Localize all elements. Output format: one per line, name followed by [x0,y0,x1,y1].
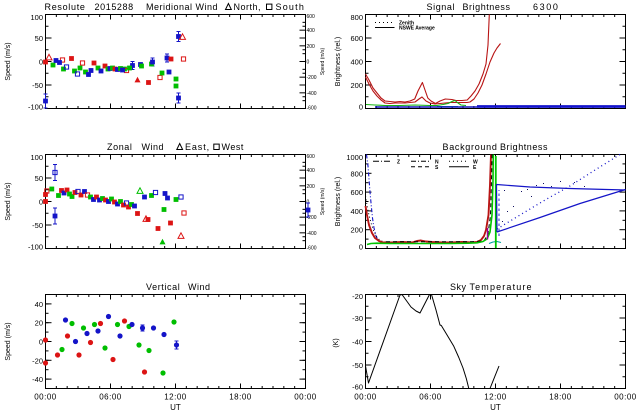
svg-text:50: 50 [35,174,43,183]
svg-text:-40: -40 [32,375,43,384]
svg-text:Zonal: Zonal [107,142,133,152]
svg-text:Sky: Sky [450,282,467,292]
svg-text:20: 20 [35,319,43,328]
svg-text:-400: -400 [307,231,317,237]
svg-text:100: 100 [30,153,43,162]
svg-text:-20: -20 [352,292,363,301]
svg-text:1000: 1000 [346,153,363,162]
svg-text:12:00: 12:00 [484,393,507,402]
svg-text:800: 800 [350,13,363,22]
svg-text:06:00: 06:00 [99,393,122,402]
svg-text:Speed (m/s): Speed (m/s) [5,322,12,360]
svg-text:12:00: 12:00 [164,393,187,402]
svg-text:400: 400 [307,28,316,34]
svg-text:S: S [435,165,439,171]
svg-text:18:00: 18:00 [549,393,572,402]
svg-text:Speed (m/s): Speed (m/s) [5,42,12,80]
svg-text:-100: -100 [28,243,43,252]
svg-text:Zenith: Zenith [399,21,414,27]
svg-text:200: 200 [350,226,363,235]
svg-text:Z: Z [397,159,400,165]
svg-text:40: 40 [35,300,43,309]
svg-text:400: 400 [350,207,363,216]
svg-text:400: 400 [307,168,316,174]
svg-text:0: 0 [39,198,43,207]
svg-text:Speed (m/s): Speed (m/s) [5,182,12,220]
svg-text:N: N [435,159,439,165]
svg-text:-50: -50 [32,221,43,230]
svg-text:UT: UT [170,403,181,412]
svg-text:-200: -200 [307,215,317,221]
svg-text:Resolute: Resolute [45,2,86,12]
svg-text:Signal: Signal [427,2,456,12]
svg-text:100: 100 [30,13,43,22]
svg-text:-20: -20 [32,356,43,365]
svg-text:0: 0 [39,58,43,67]
svg-text:South: South [276,2,306,12]
svg-text:Temperature: Temperature [470,282,533,292]
svg-text:Speed (m/s): Speed (m/s) [320,48,326,76]
svg-text:UT: UT [490,403,501,412]
svg-text:0: 0 [39,338,43,347]
svg-text:00:00: 00:00 [354,393,377,402]
svg-text:00:00: 00:00 [34,393,57,402]
svg-text:Brightness: Brightness [463,2,511,12]
svg-text:-600: -600 [307,246,317,252]
svg-text:Background: Background [443,142,498,152]
svg-text:North,: North, [234,2,262,12]
svg-text:Brightness (rel.): Brightness (rel.) [335,177,342,226]
svg-text:Speed (m/s): Speed (m/s) [320,188,326,216]
svg-text:-200: -200 [307,75,317,81]
svg-text:W: W [473,159,478,165]
svg-text:Brightness: Brightness [500,142,548,152]
svg-text:0: 0 [359,243,363,252]
svg-text:-100: -100 [28,103,43,112]
svg-text:East,: East, [185,142,210,152]
svg-text:18:00: 18:00 [229,393,252,402]
svg-text:0: 0 [359,103,363,112]
svg-text:Wind: Wind [142,142,165,152]
svg-text:200: 200 [307,184,316,190]
svg-text:800: 800 [350,169,363,178]
svg-text:Brightness (rel.): Brightness (rel.) [335,37,342,86]
svg-text:-40: -40 [352,338,363,347]
svg-text:600: 600 [350,188,363,197]
svg-text:-50: -50 [352,361,363,370]
svg-text:6300: 6300 [533,2,559,12]
svg-text:600: 600 [307,14,316,20]
svg-text:NSWE Average: NSWE Average [399,26,435,32]
svg-text:400: 400 [350,58,363,67]
svg-text:200: 200 [307,44,316,50]
svg-text:West: West [222,142,244,152]
svg-text:-60: -60 [352,383,363,392]
svg-text:E: E [473,165,477,171]
svg-text:-50: -50 [32,81,43,90]
svg-text:-30: -30 [352,314,363,323]
svg-text:00:00: 00:00 [294,393,317,402]
svg-text:Wind: Wind [188,282,211,292]
svg-text:Meridional Wind: Meridional Wind [146,2,218,12]
svg-text:00:00: 00:00 [614,393,637,402]
svg-text:50: 50 [35,34,43,43]
svg-text:Vertical: Vertical [146,282,180,292]
svg-text:0: 0 [307,60,310,66]
svg-text:-400: -400 [307,91,317,97]
svg-text:(K): (K) [333,338,340,347]
svg-text:2015288: 2015288 [95,2,134,12]
svg-text:600: 600 [350,34,363,43]
svg-text:600: 600 [307,154,316,160]
svg-text:06:00: 06:00 [419,393,442,402]
svg-text:200: 200 [350,81,363,90]
svg-text:-600: -600 [307,106,317,112]
